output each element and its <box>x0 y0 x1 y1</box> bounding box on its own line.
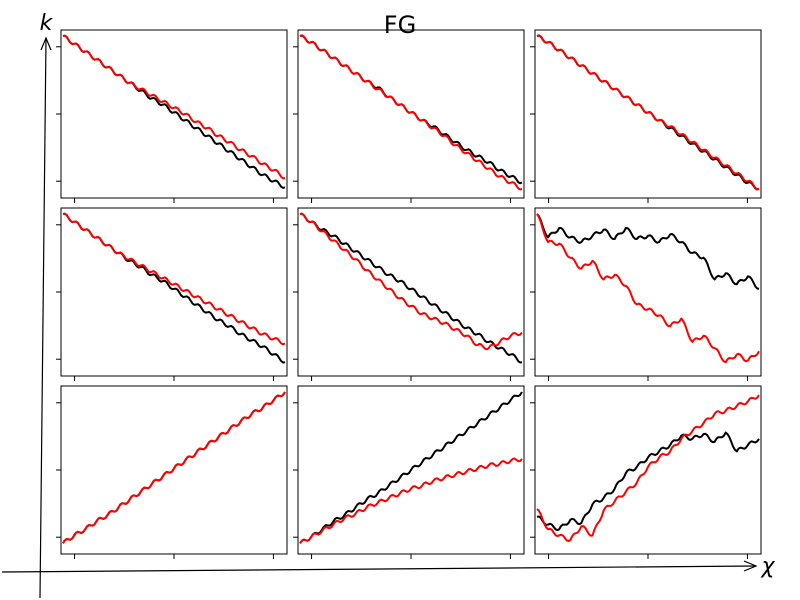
series-line-red <box>62 34 286 180</box>
series-line-red <box>536 394 760 542</box>
panel-frame <box>534 29 762 199</box>
panel-frame <box>60 207 288 377</box>
series-line-red <box>536 34 760 191</box>
x-axis-arrow <box>1 565 757 573</box>
panel-2-2 <box>293 207 525 381</box>
series-line-red <box>299 457 523 544</box>
figure-title: FG <box>384 11 416 39</box>
panel-frame <box>297 207 525 377</box>
y-axis-arrowhead <box>40 36 52 51</box>
panel-1-3 <box>530 29 762 203</box>
panel-2-3 <box>530 207 762 381</box>
panel-1-1 <box>56 29 288 203</box>
panel-frame <box>297 29 525 199</box>
x-axis-label: χ <box>760 554 775 579</box>
series-line-red <box>299 34 523 191</box>
outer-axes <box>1 36 758 599</box>
series-line-black <box>536 431 760 532</box>
panel-frame <box>60 29 288 199</box>
panel-3-2 <box>293 385 525 559</box>
y-axis-label: k <box>40 11 54 36</box>
series-line-black <box>299 391 523 544</box>
panel-frame <box>534 207 762 377</box>
series-line-black <box>299 212 523 364</box>
series-line-red <box>536 213 760 364</box>
series-line-red <box>62 212 286 346</box>
panel-1-2 <box>293 29 525 203</box>
panel-3-1 <box>56 385 288 559</box>
x-axis-arrowhead <box>743 560 758 572</box>
panel-2-1 <box>56 207 288 381</box>
series-line-black <box>536 213 760 290</box>
panel-frame <box>534 385 762 555</box>
series-line-red <box>62 391 286 544</box>
series-line-red <box>299 212 523 351</box>
panel-3-3 <box>530 385 762 559</box>
panel-grid <box>56 29 762 559</box>
y-axis-arrow <box>39 37 47 599</box>
